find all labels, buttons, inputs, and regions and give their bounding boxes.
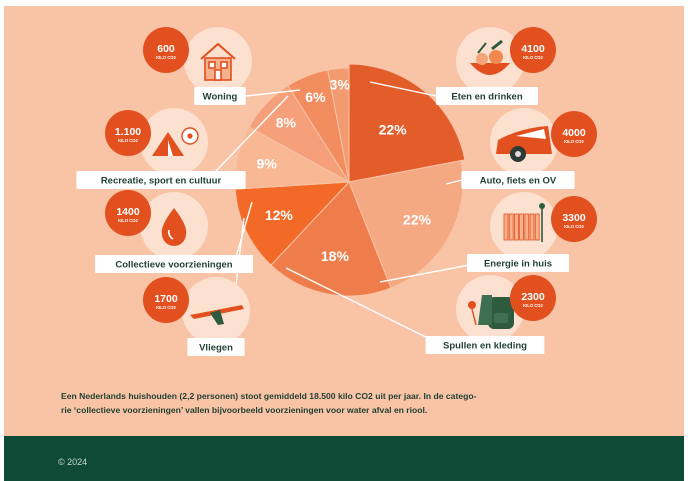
leader-line [445, 179, 463, 185]
category-label: Spullen en kleding [443, 341, 527, 352]
value-number: 600 [157, 43, 175, 55]
value-number: 2300 [521, 291, 545, 303]
car-icon [496, 126, 552, 162]
leader-line [379, 262, 481, 283]
value-number: 3300 [562, 212, 586, 224]
value-badge [143, 277, 189, 323]
caption-line-1: Een Nederlands huishouden (2,2 personen)… [61, 391, 477, 401]
value-number: 1700 [154, 293, 178, 305]
airplane-icon [190, 305, 244, 325]
percent-label: 3% [330, 76, 351, 92]
infographic-panel: 3% 22% 22% 18% 12% 9% 8% 6% 600 KILO CO2 Woning 41… [4, 6, 684, 436]
percent-label: 12% [265, 207, 294, 223]
caption: Een Nederlands huishouden (2,2 personen)… [61, 389, 621, 417]
leader-line [369, 81, 437, 97]
category-label-box [187, 338, 245, 356]
value-badge [551, 196, 597, 242]
category-label-box [425, 336, 545, 354]
category-label: Auto, fiets en OV [480, 176, 557, 187]
value-unit: KILO CO2 [118, 138, 138, 143]
copyright: © 2024 [58, 457, 88, 467]
value-number: 4100 [521, 43, 545, 55]
percent-labels: 3% 22% 22% 18% 12% 9% 8% 6% [257, 76, 432, 264]
leader-line [245, 89, 301, 97]
leader-line [285, 267, 443, 346]
pie-slice-4 [270, 181, 392, 297]
pie-slice-2 [348, 63, 466, 183]
category-label-box [194, 87, 246, 105]
percent-label: 18% [321, 248, 350, 264]
leader-line [213, 95, 289, 174]
category-label-box [467, 254, 569, 272]
value-badge [143, 27, 189, 73]
value-badge [105, 190, 151, 236]
category-label: Eten en drinken [451, 92, 522, 103]
icon-circle [456, 27, 524, 95]
pie-slice-8 [287, 69, 350, 183]
value-unit: KILO CO2 [156, 55, 176, 60]
pie-slices [234, 63, 466, 297]
caption-line-2: rie ‘collectieve voorzieningen’ vallen b… [61, 405, 428, 415]
category-label-box [76, 171, 246, 189]
category-label: Vliegen [199, 343, 233, 354]
value-unit: KILO CO2 [564, 224, 584, 229]
water-drop-icon [161, 208, 187, 246]
percent-label: 6% [305, 89, 326, 105]
value-badge [551, 111, 597, 157]
footer: © 2024 [4, 436, 684, 481]
pie-slice-5 [234, 181, 351, 266]
value-unit: KILO CO2 [564, 139, 584, 144]
value-number: 1.100 [115, 126, 141, 138]
percent-label: 9% [257, 156, 278, 172]
category-label-box [95, 255, 253, 273]
value-unit: KILO CO2 [523, 303, 543, 308]
value-number: 1400 [116, 206, 140, 218]
value-badge [510, 27, 556, 73]
value-unit: KILO CO2 [118, 218, 138, 223]
percent-label: 8% [276, 115, 297, 131]
house-icon [200, 42, 236, 81]
category-label: Woning [203, 92, 238, 103]
percent-label: 22% [403, 211, 432, 227]
tent-ball-icon [152, 127, 199, 156]
category-label: Collectieve voorzieningen [115, 260, 232, 271]
percent-label: 22% [379, 121, 408, 137]
category-label-box [461, 171, 575, 189]
icon-circle [490, 192, 558, 260]
category-label-box [436, 87, 538, 105]
leader-line [233, 201, 253, 265]
backpack-icon [468, 295, 514, 329]
value-unit: KILO CO2 [156, 305, 176, 310]
food-basket-icon [470, 39, 510, 75]
value-badge [105, 110, 151, 156]
radiator-icon [503, 203, 545, 242]
category-label: Energie in huis [484, 259, 552, 270]
value-badge [510, 275, 556, 321]
value-unit: KILO CO2 [523, 55, 543, 60]
category-label: Recreatie, sport en cultuur [101, 176, 222, 187]
value-number: 4000 [562, 127, 586, 139]
